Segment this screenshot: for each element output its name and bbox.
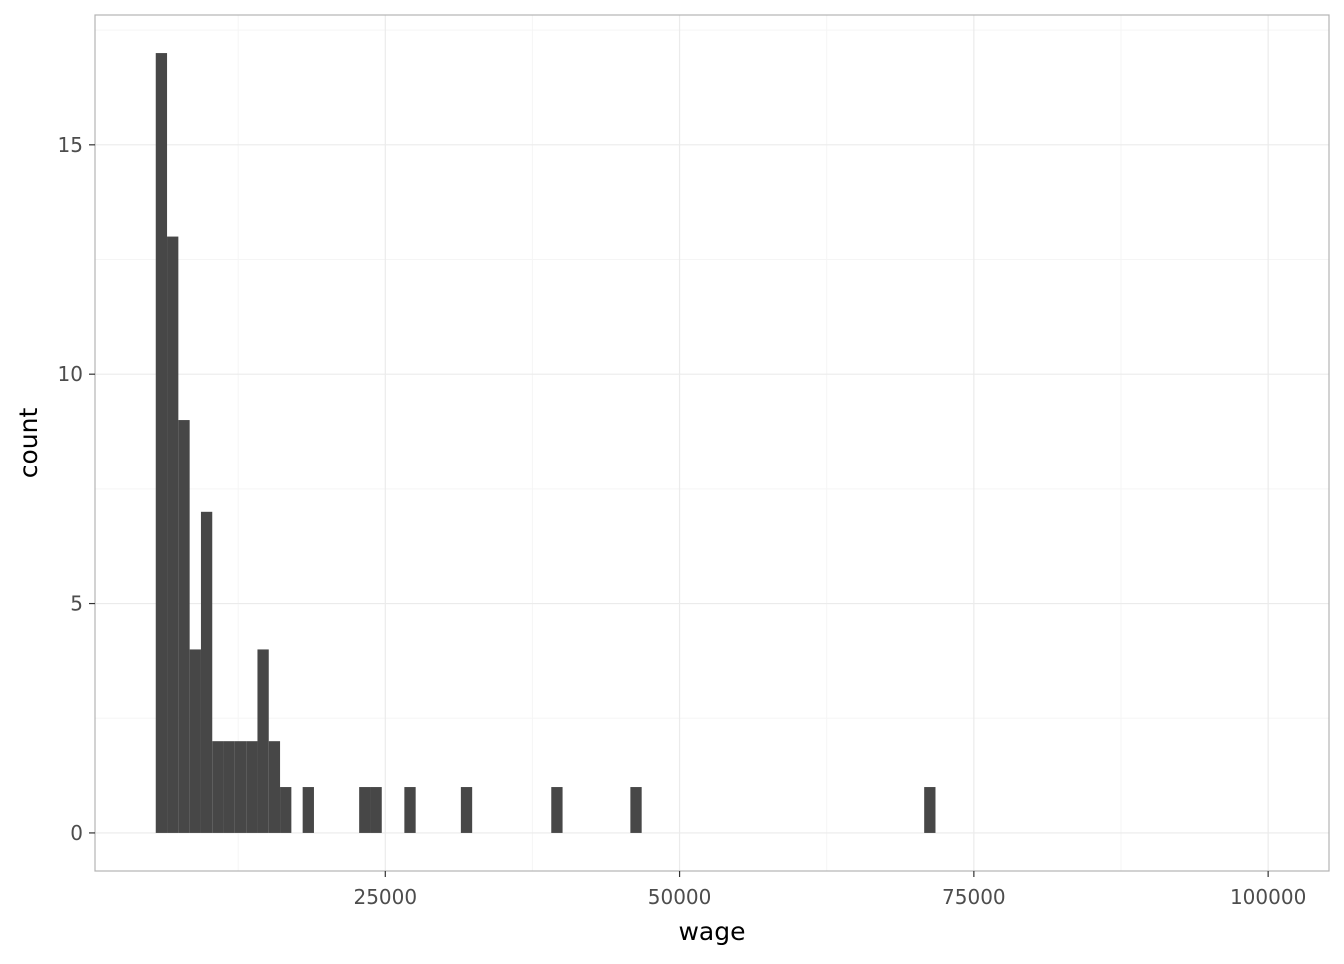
histogram-bar	[404, 787, 416, 833]
histogram-bar	[223, 741, 235, 833]
histogram-bar	[200, 511, 213, 833]
histogram-bar	[370, 787, 382, 833]
histogram-bar	[460, 787, 473, 833]
histogram-bar	[212, 741, 224, 833]
histogram-bar	[178, 420, 190, 833]
x-axis-title: wage	[678, 917, 745, 946]
x-tick-label: 25000	[353, 885, 417, 909]
x-tick-label: 50000	[648, 885, 712, 909]
histogram-bar	[268, 741, 281, 833]
histogram-bar	[189, 649, 201, 833]
histogram-bar	[246, 741, 258, 833]
bars	[155, 53, 936, 833]
histogram-bar	[551, 787, 563, 833]
histogram-bar	[280, 787, 292, 833]
histogram-bar	[359, 787, 371, 833]
histogram-bar	[155, 53, 168, 833]
x-tick-label: 100000	[1230, 885, 1306, 909]
histogram-bar	[167, 236, 179, 833]
histogram-bar	[924, 787, 936, 833]
histogram-bar	[234, 741, 247, 833]
histogram-bar	[302, 787, 314, 833]
y-tick-label: 0	[70, 821, 83, 845]
histogram-bar	[257, 649, 269, 833]
axes: 25000 50000 75000 100000 0 5 10 15	[58, 133, 1307, 909]
x-tick-label: 75000	[942, 885, 1006, 909]
y-axis-title: count	[14, 408, 43, 479]
grid	[95, 15, 1329, 871]
histogram-bar	[630, 787, 642, 833]
y-tick-label: 5	[70, 592, 83, 616]
y-tick-label: 10	[58, 362, 83, 386]
y-tick-label: 15	[58, 133, 83, 157]
panel-border	[94, 14, 1330, 872]
